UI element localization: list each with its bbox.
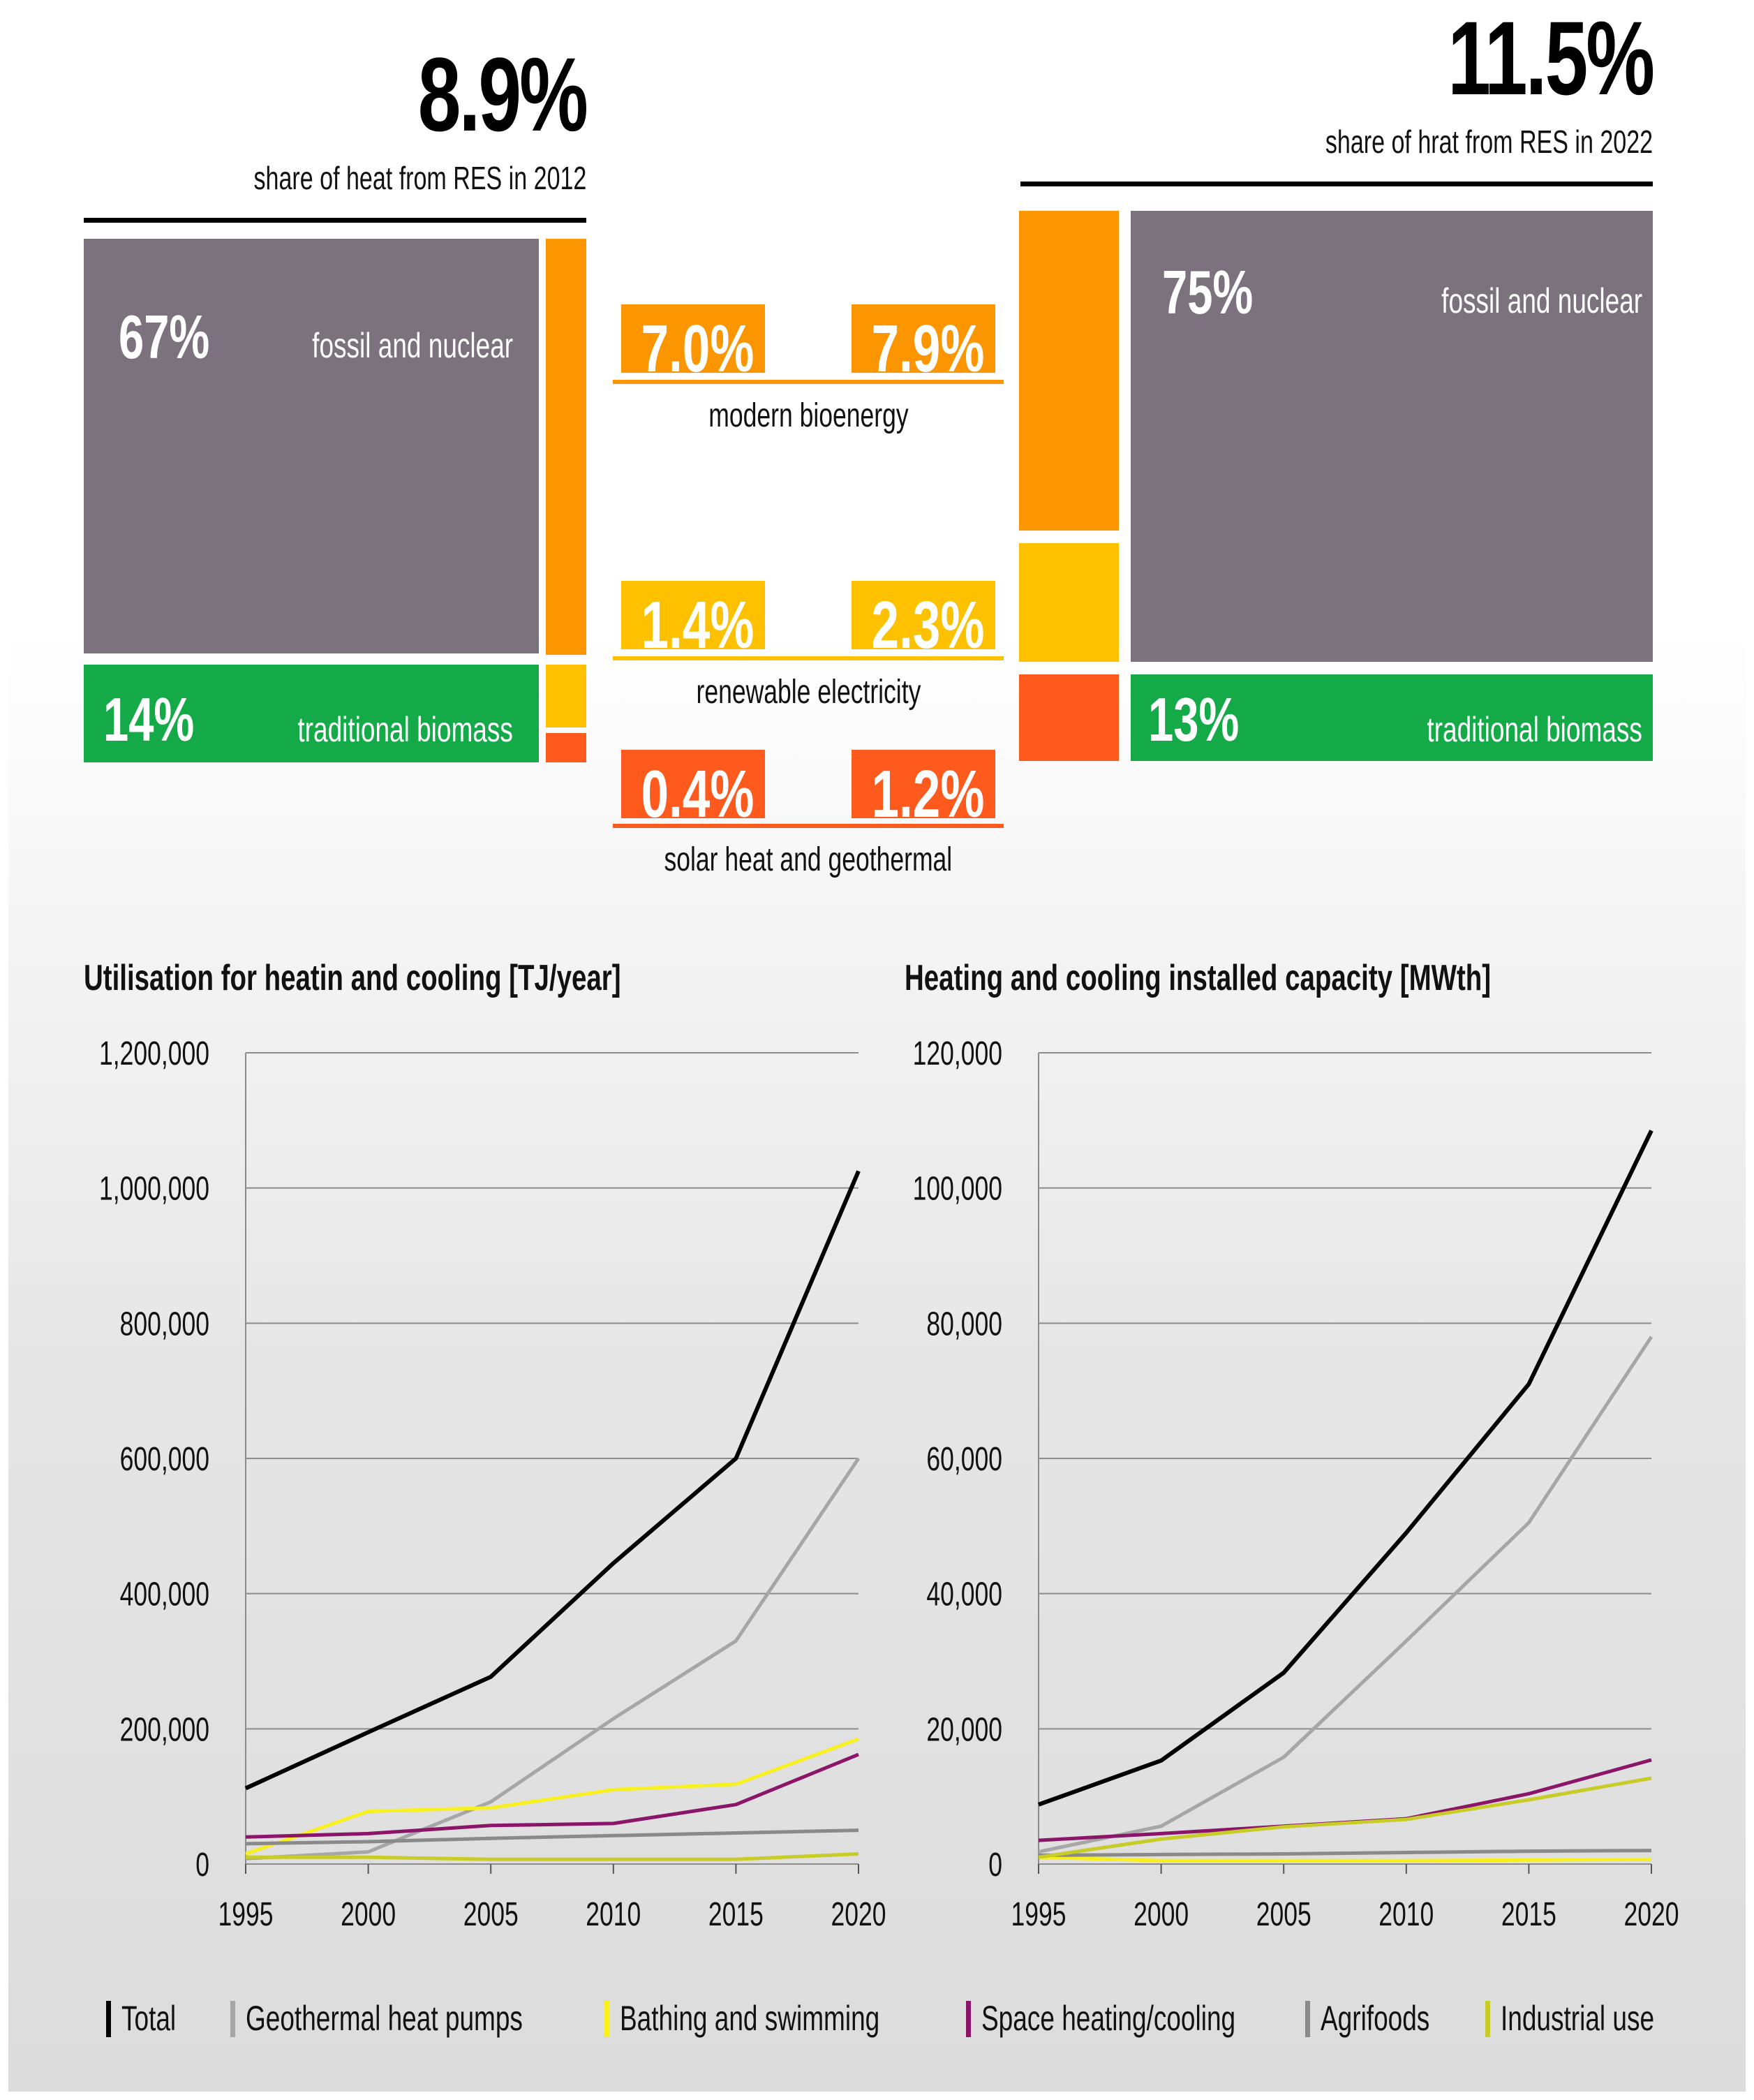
chart1-series-space-heating-cooling	[245, 1752, 859, 1839]
left-biomass-block	[84, 665, 539, 762]
legend-swatch-total	[106, 2001, 111, 2037]
left-rule	[84, 218, 586, 223]
chart2-y-tick-label: 80,000	[926, 1305, 1002, 1342]
chart1-y-tick-label: 800,000	[120, 1305, 209, 1342]
chart1-title: Utilisation for heatin and cooling [TJ/y…	[84, 957, 621, 998]
right-headline: 11.5%	[1448, 0, 1655, 117]
chart1-x-tick-label: 2005	[463, 1895, 519, 1932]
chart2-y-tick-label: 60,000	[926, 1440, 1002, 1477]
right-rule	[1020, 182, 1653, 186]
chart2-y-tick-label: 40,000	[926, 1575, 1002, 1612]
left-solar-bar	[546, 733, 586, 762]
chart1-y-tick-label: 600,000	[120, 1440, 209, 1477]
left-panel: 8.9% share of heat from RES in 2012 67% …	[0, 0, 600, 782]
legend-label-total: Total	[121, 1999, 177, 2038]
chart2-x-tick-label: 2005	[1256, 1895, 1311, 1932]
legend-label-heat-pumps: Geothermal heat pumps	[246, 1999, 523, 2038]
right-biomass-pct: 13%	[1148, 685, 1240, 754]
chart1-series-bathing-and-swimming	[245, 1737, 859, 1856]
right-fossil-block	[1131, 211, 1653, 662]
legend-swatch-heat-pumps	[230, 2001, 235, 2037]
chart2-x-tick-label: 1995	[1011, 1895, 1066, 1932]
chart1-x-tick-label: 2015	[708, 1895, 764, 1932]
chart1-x-tick-label: 2000	[341, 1895, 396, 1932]
left-subtitle: share of heat from RES in 2012	[253, 160, 586, 196]
chart2-series-industrial-use	[1038, 1776, 1652, 1859]
chart2-series-total	[1037, 1130, 1653, 1807]
chart2-x-tick-label: 2020	[1623, 1895, 1679, 1932]
left-biomass-label: traditional biomass	[297, 710, 513, 749]
chart2-series-geothermal-heat-pumps	[1038, 1336, 1653, 1854]
left-headline: 8.9%	[417, 36, 588, 153]
right-biomass-block	[1131, 674, 1653, 761]
right-electricity-bar	[1019, 543, 1119, 662]
left-biomass-pct: 14%	[103, 685, 195, 754]
chart1-x-tick-label: 1995	[218, 1895, 273, 1932]
chart1-x-tick-label: 2010	[586, 1895, 641, 1932]
right-fossil-pct: 75%	[1162, 258, 1254, 327]
chart1-x-tick-label: 2020	[831, 1895, 886, 1932]
chart1-series-agrifoods	[245, 1828, 859, 1846]
chart1-series-total	[244, 1170, 861, 1791]
legend-swatch-industrial	[1485, 2001, 1490, 2037]
chart1-y-tick-label: 1,000,000	[99, 1169, 209, 1206]
left-fossil-block	[84, 239, 539, 653]
chart2-y-tick-label: 120,000	[913, 1035, 1002, 1072]
chart1-y-tick-label: 1,200,000	[99, 1035, 209, 1072]
legend-swatch-bathing	[604, 2001, 609, 2037]
right-panel: 11.5% share of hrat from RES in 2022 75%…	[1005, 0, 1754, 782]
legend-label-agrifoods: Agrifoods	[1321, 1999, 1430, 2038]
chart1-series-industrial-use	[246, 1852, 859, 1861]
chart2-series-bathing-and-swimming	[1038, 1855, 1652, 1863]
right-solar-bar	[1019, 674, 1119, 761]
chart2-y-tick-label: 100,000	[913, 1169, 1002, 1206]
chart2-x-tick-label: 2000	[1134, 1895, 1189, 1932]
legend-swatch-agrifoods	[1305, 2001, 1310, 2037]
chart2-y-tick-label: 20,000	[926, 1710, 1002, 1747]
chart1-y-tick-label: 0	[195, 1846, 209, 1883]
left-electricity-bar	[546, 665, 586, 727]
chart2-x-tick-label: 2010	[1378, 1895, 1434, 1932]
legend-label-space-heating: Space heating/cooling	[981, 1999, 1236, 2038]
legend-label-industrial: Industrial use	[1501, 1999, 1655, 2038]
chart2-series-agrifoods	[1038, 1849, 1652, 1857]
chart1-y-tick-label: 200,000	[120, 1710, 209, 1747]
right-fossil-label: fossil and nuclear	[1441, 281, 1642, 320]
chart2-title: Heating and cooling installed capacity […	[905, 957, 1491, 998]
right-biomass-label: traditional biomass	[1427, 710, 1642, 749]
right-subtitle: share of hrat from RES in 2022	[1325, 124, 1653, 160]
left-fossil-label: fossil and nuclear	[312, 326, 513, 365]
chart2-x-tick-label: 2015	[1501, 1895, 1556, 1932]
left-bioenergy-bar	[546, 239, 586, 655]
chart1-series-geothermal-heat-pumps	[245, 1457, 861, 1861]
right-bioenergy-bar	[1019, 211, 1119, 531]
legend-swatch-space-heating	[966, 2001, 971, 2037]
chart2-y-tick-label: 0	[988, 1846, 1002, 1883]
left-fossil-pct: 67%	[119, 302, 210, 371]
chart1-y-tick-label: 400,000	[120, 1575, 209, 1612]
legend-label-bathing: Bathing and swimming	[620, 1999, 880, 2038]
